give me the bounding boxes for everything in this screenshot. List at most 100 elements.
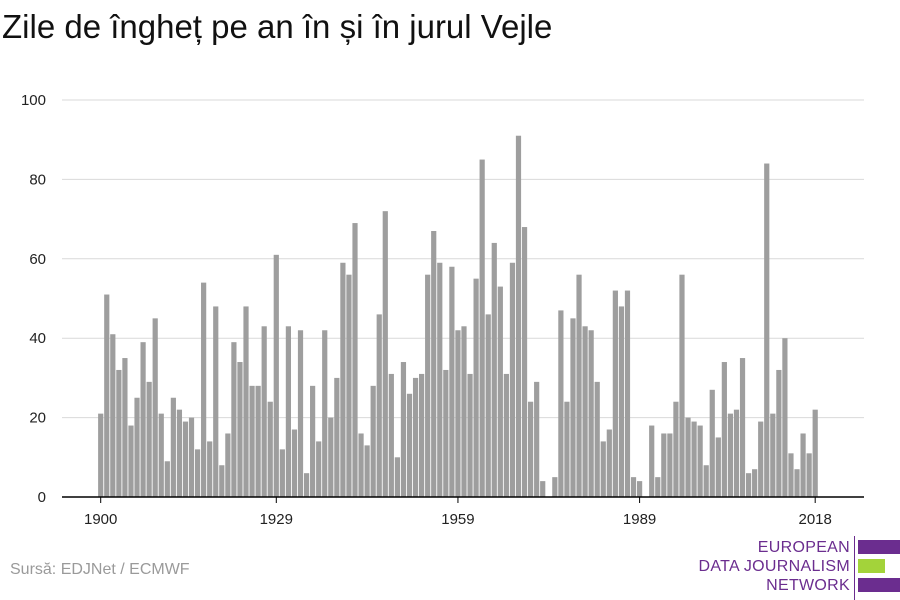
bar-1987 <box>624 290 631 497</box>
bar-2010 <box>764 163 770 497</box>
y-tick-label-0: 0 <box>38 489 46 506</box>
bar-1971 <box>528 401 534 497</box>
logo-line-2: DATA JOURNALISM <box>698 558 850 575</box>
bar-2005 <box>733 409 740 497</box>
bar-1922 <box>231 342 237 497</box>
bar-1948 <box>388 373 394 497</box>
bar-1927 <box>261 326 267 497</box>
x-tick-label-1900: 1900 <box>84 511 117 528</box>
bar-1979 <box>576 274 582 497</box>
bar-2009 <box>758 421 764 497</box>
bar-1940 <box>340 262 346 497</box>
bar-1995 <box>673 401 679 497</box>
bar-1959 <box>455 330 461 497</box>
bar-1969 <box>515 135 522 498</box>
logo-bar-purple-top <box>858 540 900 554</box>
bar-1956 <box>437 262 443 497</box>
bar-chart: 0 20 40 60 80 100 1900 1929 1959 1989 2018 <box>21 92 864 528</box>
bar-1929 <box>273 254 279 497</box>
bars <box>98 135 818 498</box>
bar-1980 <box>582 326 588 497</box>
bar-1924 <box>243 306 249 497</box>
bar-1955 <box>431 231 437 497</box>
bar-1937 <box>322 330 328 497</box>
logo-bar-purple-bottom <box>858 578 900 592</box>
bar-1907 <box>140 342 146 497</box>
y-tick-label-40: 40 <box>29 330 46 347</box>
source-note: Sursă: EDJNet / ECMWF <box>10 561 190 578</box>
bar-2015 <box>794 469 800 497</box>
bar-1953 <box>419 373 425 497</box>
bar-1931 <box>285 326 291 497</box>
x-tick-label-2018: 2018 <box>799 511 832 528</box>
bar-1918 <box>207 441 213 497</box>
bar-1923 <box>237 362 243 497</box>
bar-1982 <box>594 381 600 497</box>
bar-2016 <box>800 433 806 497</box>
bar-1914 <box>182 421 189 497</box>
bar-1910 <box>158 413 164 497</box>
bar-1976 <box>558 310 564 497</box>
bar-1935 <box>310 385 316 497</box>
bar-1984 <box>606 429 612 497</box>
bar-1961 <box>467 373 473 497</box>
bar-1991 <box>649 425 655 497</box>
y-tick-label-60: 60 <box>29 251 46 268</box>
bar-1911 <box>164 461 170 497</box>
bar-1968 <box>509 262 516 497</box>
bar-2017 <box>806 453 812 497</box>
bar-1941 <box>346 274 352 497</box>
bar-1920 <box>219 465 225 497</box>
bar-1902 <box>110 334 116 497</box>
bar-1939 <box>334 377 340 497</box>
bar-1900 <box>98 413 104 497</box>
bar-1917 <box>201 282 207 497</box>
bar-2000 <box>703 465 709 497</box>
bar-1992 <box>655 477 661 497</box>
bar-1998 <box>691 421 697 497</box>
bar-1930 <box>279 449 285 497</box>
bar-1964 <box>485 314 491 497</box>
bar-1983 <box>600 441 606 497</box>
bar-1963 <box>479 159 485 498</box>
x-tick-label-1989: 1989 <box>623 511 656 528</box>
edjnet-logo: EUROPEAN DATA JOURNALISM NETWORK <box>698 536 900 600</box>
bar-1904 <box>122 358 128 497</box>
bar-1996 <box>679 274 685 497</box>
bar-2007 <box>745 473 752 497</box>
bar-2004 <box>727 413 734 497</box>
bar-1977 <box>564 401 570 497</box>
y-tick-label-20: 20 <box>29 410 46 427</box>
bar-1966 <box>497 286 503 497</box>
bar-1947 <box>382 211 388 497</box>
bar-2001 <box>709 389 715 497</box>
bar-1932 <box>291 429 298 497</box>
bar-1954 <box>425 274 431 497</box>
bar-1944 <box>364 445 370 497</box>
bar-1975 <box>552 477 558 497</box>
bar-1906 <box>134 397 140 497</box>
y-tick-label-80: 80 <box>29 171 46 188</box>
bar-2008 <box>752 469 758 497</box>
bar-1934 <box>303 473 310 497</box>
bar-1970 <box>521 227 528 498</box>
bar-1949 <box>394 457 400 497</box>
bar-1912 <box>170 397 176 497</box>
bar-1967 <box>503 373 509 497</box>
bar-1926 <box>255 385 261 497</box>
bar-2002 <box>715 437 721 497</box>
y-axis-ticks: 0 20 40 60 80 100 <box>21 92 46 506</box>
bar-2006 <box>739 358 746 497</box>
bar-1993 <box>661 433 667 497</box>
bar-1994 <box>667 433 673 497</box>
bar-1909 <box>152 318 158 497</box>
bar-1936 <box>316 441 322 497</box>
bar-1903 <box>116 369 122 497</box>
logo-bar-green <box>858 559 885 573</box>
bar-1958 <box>449 266 455 497</box>
bar-2011 <box>770 413 776 497</box>
bar-1950 <box>400 362 407 497</box>
bar-1972 <box>534 381 540 497</box>
bar-1997 <box>685 417 691 497</box>
bar-1905 <box>128 425 134 497</box>
